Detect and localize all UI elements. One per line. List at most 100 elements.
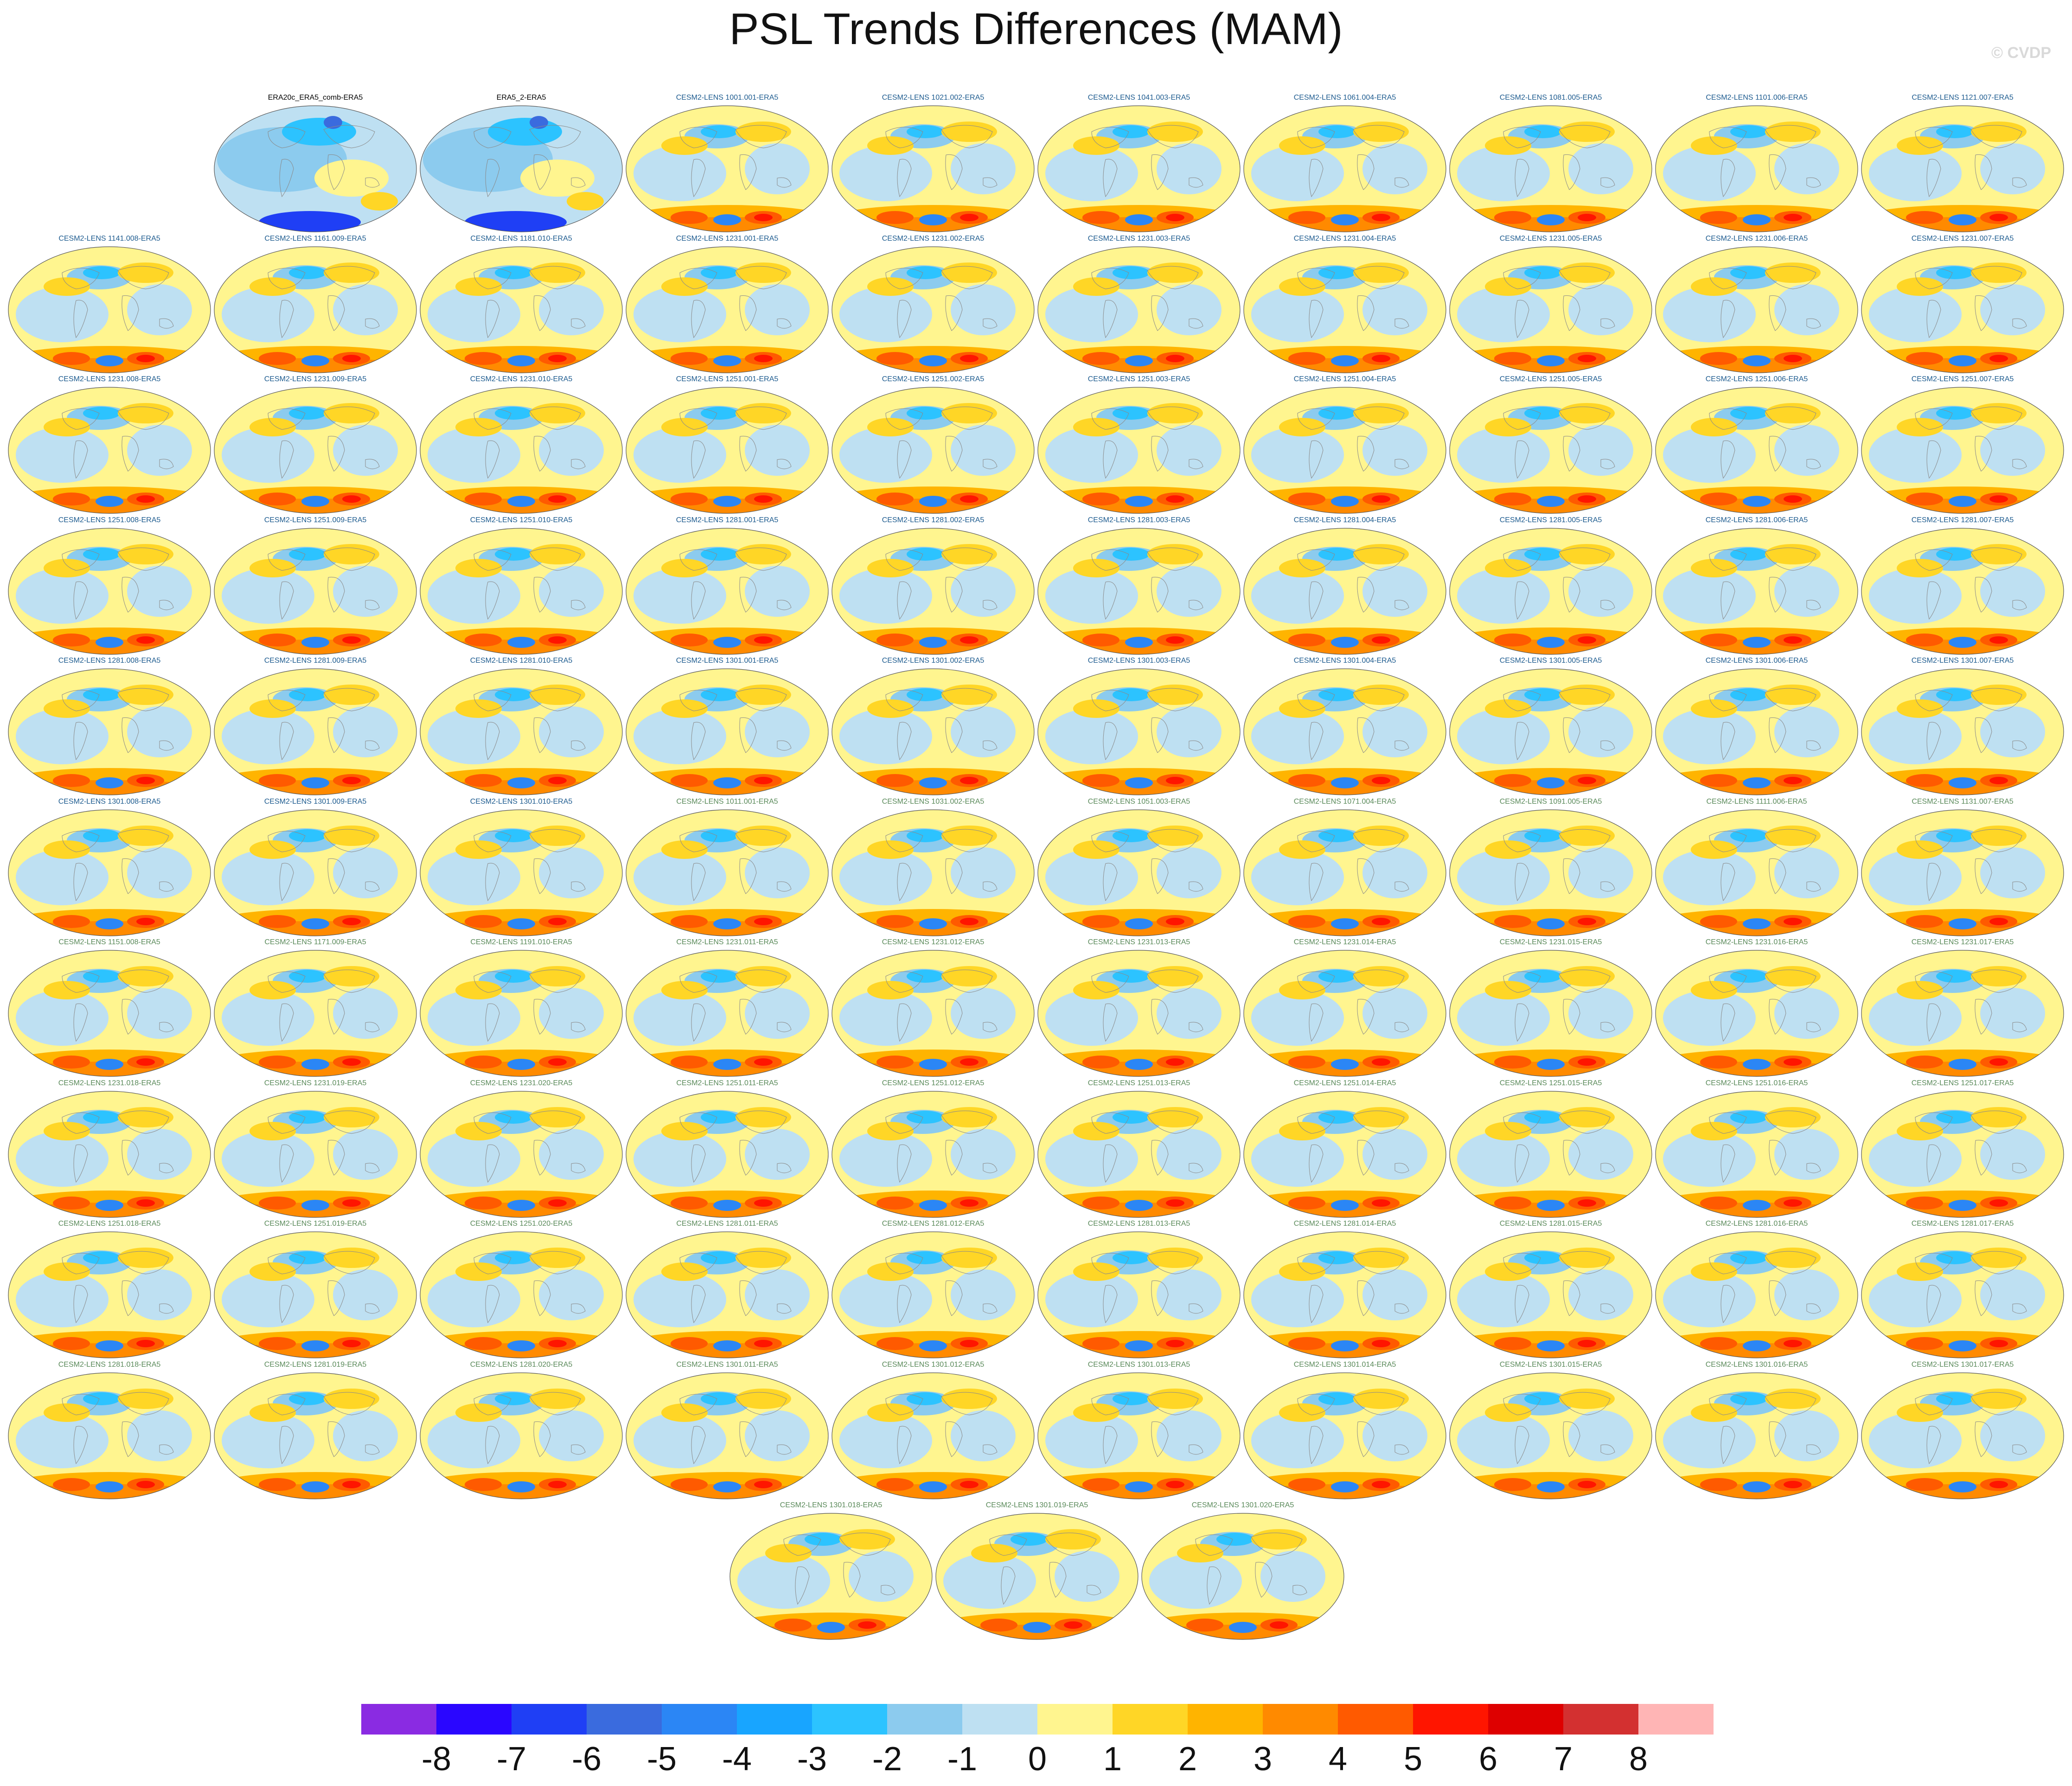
colorbar-swatch [962,1704,1037,1735]
panel-label: CESM2-LENS 1231.020-ERA5 [470,1079,573,1087]
map-panel: CESM2-LENS 1251.006-ERA5 [1654,375,1860,515]
panel-label: CESM2-LENS 1301.013-ERA5 [1087,1360,1190,1369]
map-projection [1861,1231,2064,1358]
map-panel: CESM2-LENS 1281.012-ERA5 [830,1220,1036,1360]
map-projection [831,809,1035,936]
colorbar-tick-label: -2 [872,1741,902,1778]
colorbar-swatch [887,1704,962,1735]
map-projection [1243,1090,1446,1218]
panel-label: CESM2-LENS 1251.003-ERA5 [1087,375,1190,383]
map-panel: CESM2-LENS 1281.015-ERA5 [1448,1220,1654,1360]
map-panel: CESM2-LENS 1251.004-ERA5 [1242,375,1448,515]
colorbar-swatch [812,1704,887,1735]
panel-label: CESM2-LENS 1301.017-ERA5 [1911,1360,2014,1369]
panel-label: CESM2-LENS 1231.011-ERA5 [676,938,778,946]
map-panel: CESM2-LENS 1231.012-ERA5 [830,938,1036,1078]
panel-label: CESM2-LENS 1051.003-ERA5 [1087,797,1190,806]
map-projection [1449,246,1652,373]
panel-label: CESM2-LENS 1231.012-ERA5 [882,938,985,946]
map-panel: CESM2-LENS 1231.001-ERA5 [624,235,830,375]
map-projection [214,246,417,373]
map-projection [214,1372,417,1499]
panel-label: CESM2-LENS 1281.019-ERA5 [264,1360,367,1369]
map-panel: CESM2-LENS 1281.005-ERA5 [1448,516,1654,656]
map-projection [831,246,1035,373]
map-panel: CESM2-LENS 1251.014-ERA5 [1242,1079,1448,1219]
panel-label: CESM2-LENS 1281.007-ERA5 [1911,516,2014,524]
watermark: © CVDP [1991,44,2051,62]
panel-label: CESM2-LENS 1251.001-ERA5 [676,375,779,383]
panel-label: CESM2-LENS 1301.019-ERA5 [985,1501,1088,1509]
map-panel: CESM2-LENS 1251.019-ERA5 [212,1220,418,1360]
panel-label: CESM2-LENS 1301.001-ERA5 [676,657,779,665]
map-projection [831,387,1035,514]
panel-label: CESM2-LENS 1281.013-ERA5 [1087,1220,1190,1228]
colorbar-tick-label: -8 [421,1741,452,1778]
map-panel: CESM2-LENS 1231.010-ERA5 [418,375,624,515]
map-projection [214,527,417,655]
panel-label: CESM2-LENS 1281.015-ERA5 [1499,1220,1602,1228]
map-projection [831,1090,1035,1218]
map-projection [8,1231,211,1358]
map-panel: CESM2-LENS 1251.013-ERA5 [1036,1079,1242,1219]
map-panel: CESM2-LENS 1251.010-ERA5 [418,516,624,656]
panel-label: CESM2-LENS 1031.002-ERA5 [882,797,985,806]
colorbar-swatch [361,1704,436,1735]
map-projection [1655,809,1858,936]
map-projection [214,1231,417,1358]
map-projection [8,1090,211,1218]
panel-label: CESM2-LENS 1301.014-ERA5 [1293,1360,1396,1369]
panel-label: CESM2-LENS 1281.018-ERA5 [58,1360,161,1369]
map-panel: CESM2-LENS 1281.010-ERA5 [418,657,624,797]
map-panel: CESM2-LENS 1191.010-ERA5 [418,938,624,1078]
map-projection [420,1231,623,1358]
panel-label: CESM2-LENS 1301.004-ERA5 [1293,657,1396,665]
panel-label: CESM2-LENS 1281.017-ERA5 [1911,1220,2014,1228]
colorbar-swatch [512,1704,587,1735]
map-panel: CESM2-LENS 1031.002-ERA5 [830,798,1036,938]
map-projection [1655,527,1858,655]
map-panel: CESM2-LENS 1071.004-ERA5 [1242,798,1448,938]
map-panel: CESM2-LENS 1231.013-ERA5 [1036,938,1242,1078]
map-projection [935,1513,1138,1640]
map-projection [626,527,829,655]
panel-label: CESM2-LENS 1231.019-ERA5 [264,1079,367,1087]
panel-label: CESM2-LENS 1231.016-ERA5 [1705,938,1808,946]
map-projection [831,527,1035,655]
map-panel: CESM2-LENS 1231.003-ERA5 [1036,235,1242,375]
map-projection [420,387,623,514]
map-projection [214,105,417,232]
map-projection [1243,950,1446,1077]
map-panel: ERA5_2-ERA5 [418,94,624,234]
map-panel: ERA20c_ERA5_comb-ERA5 [212,94,418,234]
colorbar-tick-label: 2 [1178,1741,1197,1778]
map-panel: CESM2-LENS 1281.007-ERA5 [1860,516,2066,656]
colorbar-tick-label: 6 [1478,1741,1498,1778]
panel-label: ERA5_2-ERA5 [496,94,546,102]
map-projection [626,809,829,936]
map-projection [1655,105,1858,232]
colorbar-tick-label: 7 [1554,1741,1573,1778]
map-panel: CESM2-LENS 1301.009-ERA5 [212,798,418,938]
map-panel: CESM2-LENS 1131.007-ERA5 [1860,798,2066,938]
map-projection [8,950,211,1077]
panel-label: CESM2-LENS 1061.004-ERA5 [1293,94,1396,102]
map-panel: CESM2-LENS 1251.018-ERA5 [6,1220,212,1360]
panel-label: CESM2-LENS 1301.016-ERA5 [1705,1360,1808,1369]
map-projection [8,809,211,936]
map-projection [214,809,417,936]
map-panel: CESM2-LENS 1251.002-ERA5 [830,375,1036,515]
panel-label: CESM2-LENS 1251.012-ERA5 [882,1079,985,1087]
panel-label: CESM2-LENS 1281.004-ERA5 [1293,516,1396,524]
panel-label: CESM2-LENS 1301.011-ERA5 [676,1360,778,1369]
map-projection [1243,1372,1446,1499]
colorbar-tick-label: 3 [1253,1741,1273,1778]
map-projection [626,668,829,795]
panel-label: CESM2-LENS 1231.007-ERA5 [1911,234,2014,243]
map-panel: CESM2-LENS 1301.019-ERA5 [934,1501,1140,1641]
map-projection [831,1372,1035,1499]
panel-label: CESM2-LENS 1301.003-ERA5 [1087,657,1190,665]
map-projection [729,1513,933,1640]
map-panel: CESM2-LENS 1051.003-ERA5 [1036,798,1242,938]
map-projection [1655,1372,1858,1499]
